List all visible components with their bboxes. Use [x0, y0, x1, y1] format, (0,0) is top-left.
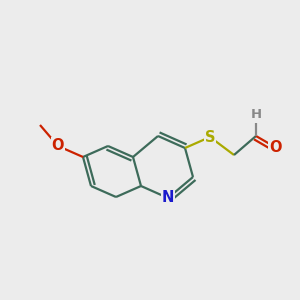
Text: H: H [250, 109, 262, 122]
Text: N: N [162, 190, 174, 206]
Text: S: S [205, 130, 215, 145]
Text: O: O [269, 140, 281, 154]
Text: O: O [52, 139, 64, 154]
